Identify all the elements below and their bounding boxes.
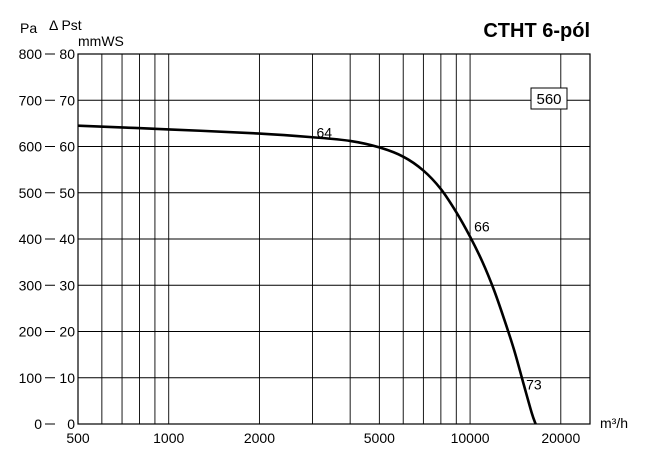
model-label-box [530, 87, 568, 110]
curves [77, 124, 537, 425]
tick-label-left: 0 [34, 416, 42, 432]
tick-label-left: 700 [19, 92, 43, 108]
right-axis-labels: 0 10 20 30 40 50 60 70 80 [59, 46, 75, 432]
tick-label-left: 600 [19, 139, 43, 155]
x-unit-label: m³/h [600, 415, 628, 431]
tick-label-mmws: 50 [59, 185, 75, 201]
tick-label-x: 10000 [451, 430, 490, 446]
curve-annotation: 64 [317, 124, 333, 140]
plot-frame [77, 53, 591, 425]
tick-label-left: 800 [19, 46, 43, 62]
fan-curve-line [77, 124, 537, 425]
tick-label-mmws: 20 [59, 324, 75, 340]
tick-label-x: 20000 [541, 430, 580, 446]
y-right-unit-label: mmWS [78, 33, 124, 49]
grid-lines [78, 54, 590, 424]
tick-label-left: 300 [19, 277, 43, 293]
tick-label-mmws: 30 [59, 277, 75, 293]
y-axis-title: Δ Pst [49, 17, 82, 33]
x-axis-labels: 500 1000 2000 5000 10000 20000 [66, 430, 580, 446]
chart-title: CTHT 6-pól [483, 20, 590, 42]
tick-label-left: 200 [19, 324, 43, 340]
tick-label-mmws: 80 [59, 46, 75, 62]
curve-annotation: 66 [474, 219, 490, 235]
tick-label-mmws: 10 [59, 370, 75, 386]
tick-label-x: 5000 [364, 430, 395, 446]
model-label: 560 [536, 91, 561, 108]
tick-label-x: 1000 [153, 430, 184, 446]
left-axis-labels: 0 100 200 300 400 500 600 700 800 [19, 46, 43, 432]
tick-label-mmws: 70 [59, 92, 75, 108]
curve-annotation: 73 [526, 376, 542, 392]
annotations: 64 66 73 [317, 124, 542, 392]
tick-label-x: 500 [66, 430, 90, 446]
axis-ticks [45, 53, 55, 425]
tick-label-mmws: 0 [67, 416, 75, 432]
tick-label-x: 2000 [244, 430, 275, 446]
tick-label-mmws: 40 [59, 231, 75, 247]
tick-label-left: 400 [19, 231, 43, 247]
tick-label-left: 100 [19, 370, 43, 386]
tick-label-left: 500 [19, 185, 43, 201]
tick-label-mmws: 60 [59, 139, 75, 155]
y-unit-label: Pa [20, 20, 37, 36]
